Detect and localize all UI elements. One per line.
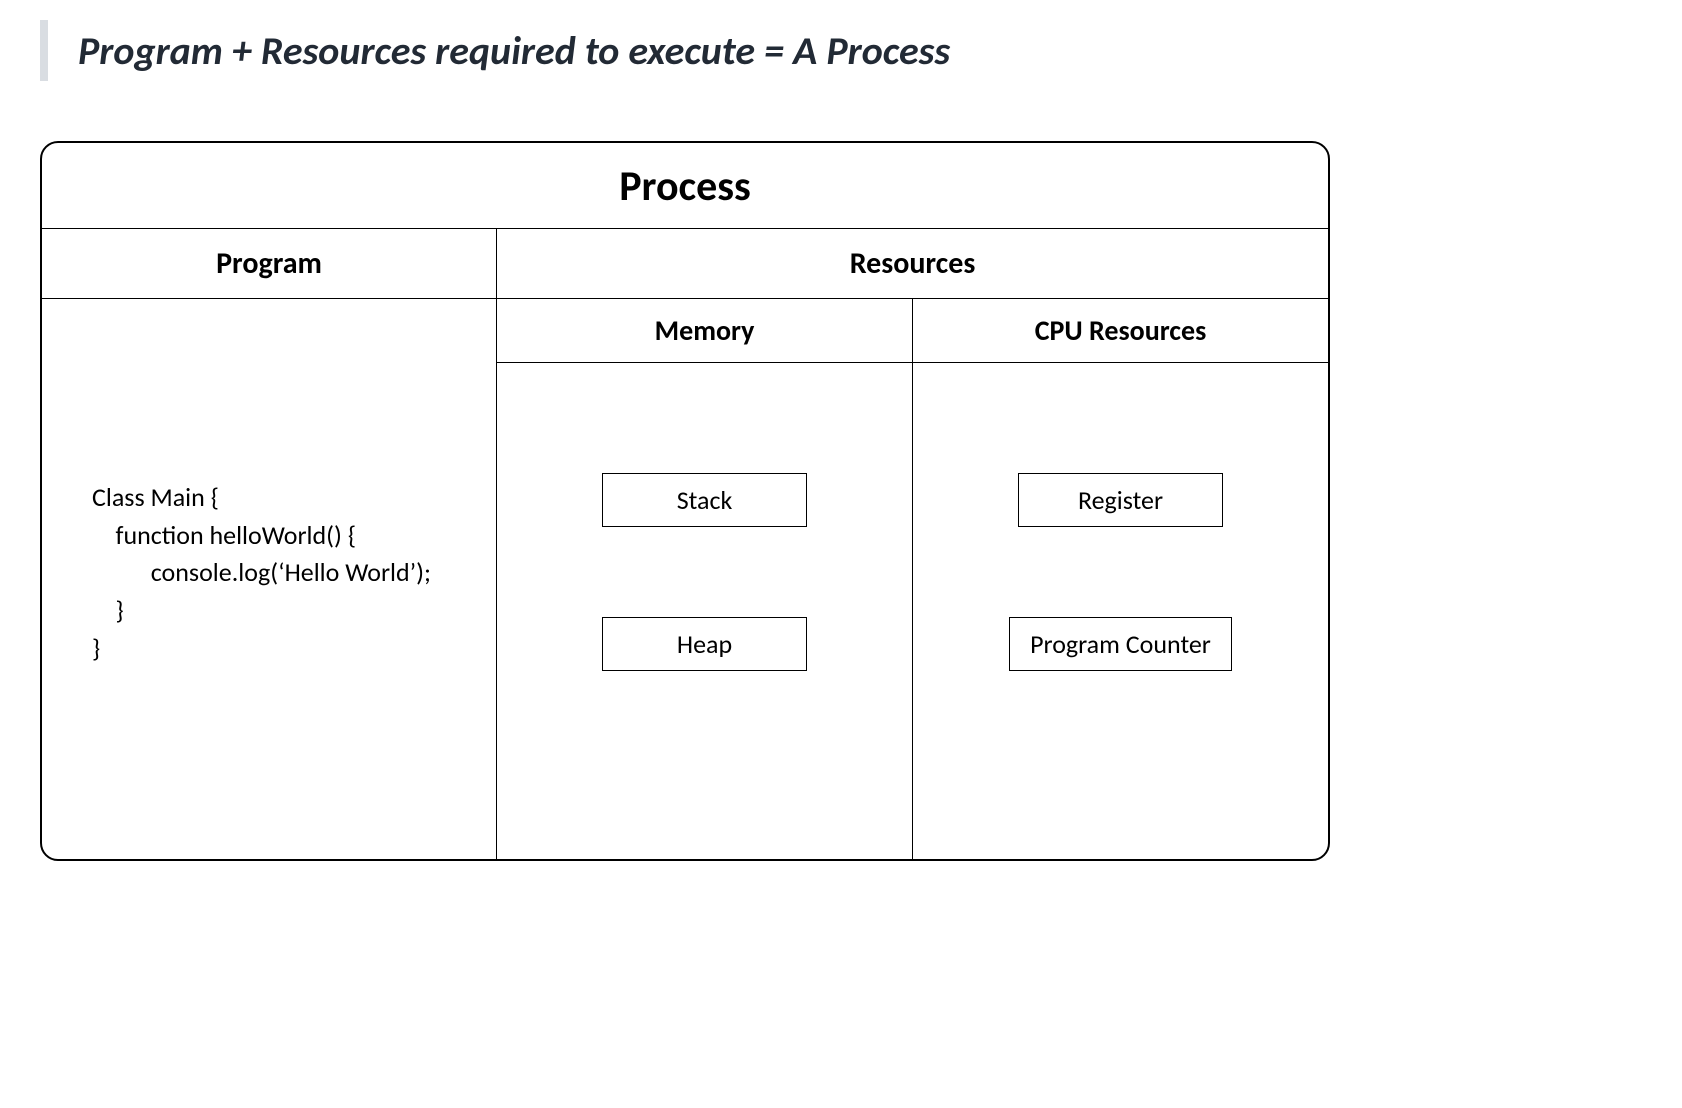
resources-header: Resources (497, 229, 1328, 298)
diagram-title: Process (42, 143, 1328, 229)
cpu-header: CPU Resources (913, 299, 1328, 363)
cpu-column: CPU Resources Register Program Counter (913, 299, 1328, 859)
resources-body: Memory Stack Heap CPU Resources Register… (497, 299, 1328, 859)
header-row: Program Resources (42, 229, 1328, 299)
quote-text: Program + Resources required to execute … (78, 26, 1642, 75)
code-line: } (92, 630, 496, 668)
cpu-body: Register Program Counter (913, 363, 1328, 859)
memory-column: Memory Stack Heap (497, 299, 913, 859)
page: Program + Resources required to execute … (0, 0, 1682, 1108)
memory-body: Stack Heap (497, 363, 912, 859)
register-box: Register (1018, 473, 1223, 527)
heap-box: Heap (602, 617, 807, 671)
program-counter-box: Program Counter (1009, 617, 1232, 671)
process-diagram: Process Program Resources Class Main { f… (40, 141, 1330, 861)
program-header: Program (42, 229, 497, 298)
memory-header: Memory (497, 299, 912, 363)
quote-block: Program + Resources required to execute … (40, 20, 1642, 81)
code-line: } (92, 592, 496, 630)
code-line: function helloWorld() { (92, 517, 496, 555)
stack-box: Stack (602, 473, 807, 527)
code-line: console.log(‘Hello World’); (92, 554, 496, 592)
body-row: Class Main { function helloWorld() { con… (42, 299, 1328, 859)
code-line: Class Main { (92, 479, 496, 517)
program-body: Class Main { function helloWorld() { con… (42, 299, 497, 859)
